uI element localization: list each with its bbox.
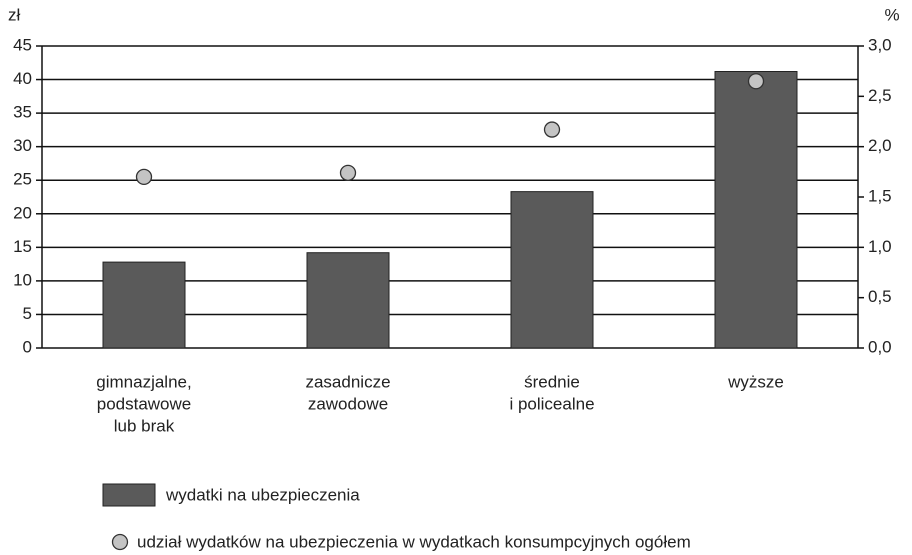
y-tick-label: 20 — [13, 203, 32, 222]
y-tick-label: 40 — [13, 69, 32, 88]
y-tick-label: 10 — [13, 270, 32, 289]
x-tick-label: i policealne — [509, 394, 594, 413]
legend-label: wydatki na ubezpieczenia — [165, 485, 360, 504]
y2-unit: % — [884, 5, 899, 24]
legend-label: udział wydatków na ubezpieczenia w wydat… — [137, 532, 691, 551]
dot — [135, 168, 153, 186]
y-tick-label: 5 — [23, 304, 32, 323]
x-tick-label: lub brak — [114, 416, 175, 435]
dot — [747, 73, 765, 90]
bar — [306, 252, 390, 349]
y2-tick-label: 0,5 — [868, 287, 892, 306]
bar — [510, 191, 594, 349]
y2-tick-label: 1,0 — [868, 237, 892, 256]
bar — [102, 261, 186, 349]
y-tick-label: 45 — [13, 35, 32, 54]
y2-tick-label: 2,0 — [868, 136, 892, 155]
y2-tick-label: 3,0 — [868, 35, 892, 54]
y-tick-label: 25 — [13, 170, 32, 189]
y2-tick-label: 1,5 — [868, 186, 892, 205]
y-tick-label: 30 — [13, 136, 32, 155]
y-tick-label: 15 — [13, 237, 32, 256]
x-tick-label: zasadnicze — [305, 372, 390, 391]
y2-tick-label: 2,5 — [868, 86, 892, 105]
x-tick-label: podstawowe — [97, 394, 192, 413]
x-tick-label: wyższe — [727, 372, 784, 391]
dot — [543, 121, 561, 138]
y2-tick-label: 0,0 — [868, 337, 892, 356]
legend-swatch — [102, 483, 156, 507]
legend-swatch — [111, 533, 129, 551]
y-unit: zł — [8, 5, 21, 24]
y-tick-label: 0 — [23, 337, 32, 356]
y-tick-label: 35 — [13, 103, 32, 122]
x-tick-label: średnie — [524, 372, 580, 391]
bar — [714, 71, 798, 349]
x-tick-label: zawodowe — [308, 394, 388, 413]
dot — [339, 164, 357, 181]
x-tick-label: gimnazjalne, — [96, 372, 191, 391]
